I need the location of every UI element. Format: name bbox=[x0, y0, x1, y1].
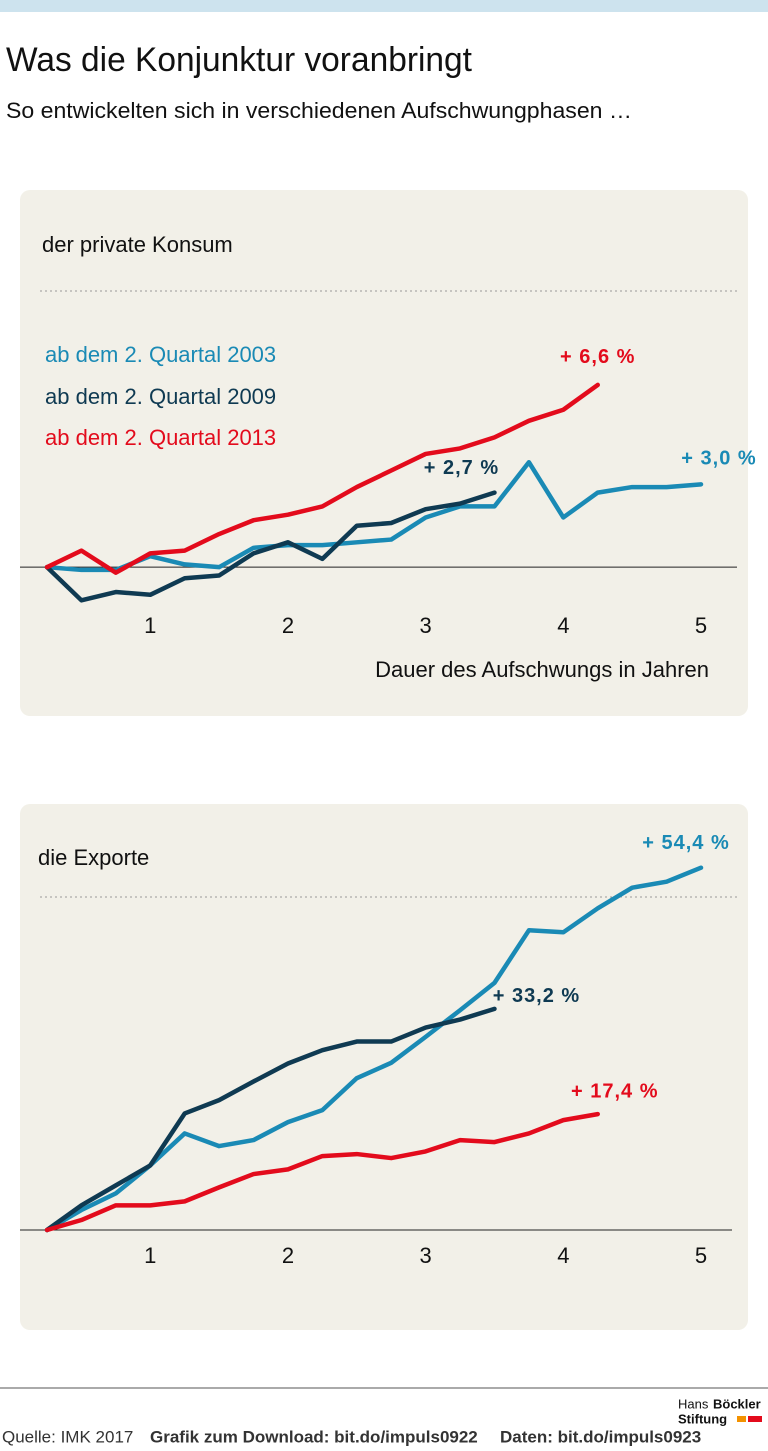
end-label: + 33,2 % bbox=[493, 985, 581, 1007]
x-tick-label: 5 bbox=[695, 613, 707, 638]
line-series bbox=[44, 490, 497, 603]
end-label: + 2,7 % bbox=[424, 457, 499, 479]
end-label: + 17,4 % bbox=[571, 1080, 659, 1102]
legend-entry: ab dem 2. Quartal 2013 bbox=[45, 425, 276, 450]
x-axis-label: Dauer des Aufschwungs in Jahren bbox=[375, 657, 709, 682]
x-tick-label: 1 bbox=[144, 613, 156, 638]
line-series bbox=[44, 382, 600, 575]
x-tick-label: 4 bbox=[557, 613, 569, 638]
logo-mark bbox=[737, 1416, 746, 1422]
title: Was die Konjunktur voranbringt bbox=[6, 41, 473, 79]
chart-title: die Exporte bbox=[38, 845, 149, 870]
download-link[interactable]: Grafik zum Download: bit.do/impuls0922 bbox=[150, 1427, 478, 1446]
logo-text: Böckler bbox=[713, 1396, 761, 1411]
line-series bbox=[44, 1111, 600, 1233]
x-tick-label: 3 bbox=[420, 613, 432, 638]
top-band bbox=[0, 0, 768, 12]
line-series bbox=[44, 459, 704, 573]
logo-text: Stiftung bbox=[678, 1411, 727, 1426]
data-link[interactable]: Daten: bit.do/impuls0923 bbox=[500, 1427, 701, 1446]
x-tick-label: 2 bbox=[282, 613, 294, 638]
line-series bbox=[44, 1006, 497, 1233]
x-tick-label: 1 bbox=[144, 1243, 156, 1268]
end-label: + 54,4 % bbox=[642, 832, 730, 854]
legend-entry: ab dem 2. Quartal 2003 bbox=[45, 342, 276, 367]
source: Quelle: IMK 2017 bbox=[2, 1427, 133, 1446]
subtitle: So entwickelten sich in verschiedenen Au… bbox=[6, 98, 632, 123]
x-tick-label: 3 bbox=[420, 1243, 432, 1268]
legend-entry: ab dem 2. Quartal 2009 bbox=[45, 384, 276, 409]
x-tick-label: 2 bbox=[282, 1243, 294, 1268]
x-tick-label: 4 bbox=[557, 1243, 569, 1268]
chart-title: der private Konsum bbox=[42, 232, 233, 257]
x-tick-label: 5 bbox=[695, 1243, 707, 1268]
end-label: + 6,6 % bbox=[560, 346, 635, 368]
logo-text: Hans bbox=[678, 1396, 709, 1411]
logo-mark bbox=[748, 1416, 762, 1422]
end-label: + 3,0 % bbox=[681, 448, 756, 470]
panel bbox=[20, 190, 748, 716]
